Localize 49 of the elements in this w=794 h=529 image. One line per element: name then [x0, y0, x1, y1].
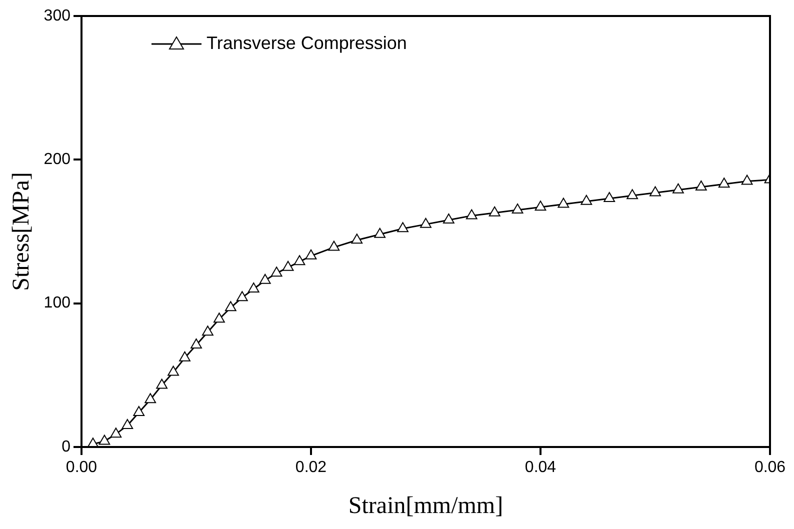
x-tick-label: 0.02: [295, 459, 327, 476]
point: [328, 240, 340, 251]
point: [580, 194, 592, 205]
point: [236, 291, 248, 302]
point: [650, 186, 661, 196]
y-tick-label: 0: [62, 438, 71, 456]
point: [259, 274, 271, 284]
x-tick-label: 0.00: [66, 459, 98, 476]
y-tick-label: 300: [44, 7, 71, 24]
point: [695, 180, 707, 190]
point: [270, 266, 282, 277]
point: [672, 183, 684, 194]
point: [202, 326, 214, 336]
point: [214, 312, 225, 323]
point: [144, 393, 156, 404]
legend-label: Transverse Compression: [206, 32, 407, 53]
point: [179, 351, 190, 362]
point: [133, 406, 145, 416]
point: [156, 378, 168, 389]
point: [488, 206, 500, 216]
point: [224, 301, 236, 312]
point: [512, 203, 524, 214]
point: [190, 338, 202, 348]
point: [294, 255, 306, 266]
x-tick-label: 0.06: [754, 459, 786, 476]
point: [397, 222, 408, 232]
point: [443, 214, 454, 224]
point: [626, 189, 638, 200]
point: [374, 228, 386, 238]
y-tick-label: 100: [44, 294, 71, 312]
point: [741, 174, 753, 185]
point: [98, 434, 110, 445]
point: [420, 218, 432, 228]
y-axis-title: Stress[MPa]: [8, 172, 35, 291]
point: [305, 249, 317, 260]
point: [168, 366, 179, 376]
y-tick-label: 200: [44, 151, 71, 168]
point: [534, 200, 546, 211]
point: [558, 198, 570, 208]
point: [718, 178, 730, 188]
point: [604, 192, 616, 202]
point: [122, 418, 134, 429]
x-tick-label: 0.04: [524, 459, 556, 476]
point: [248, 282, 260, 292]
point: [466, 209, 478, 220]
point: [110, 428, 122, 438]
point: [351, 234, 363, 244]
point: [282, 260, 294, 271]
x-axis-title: Strain[mm/mm]: [348, 492, 504, 519]
